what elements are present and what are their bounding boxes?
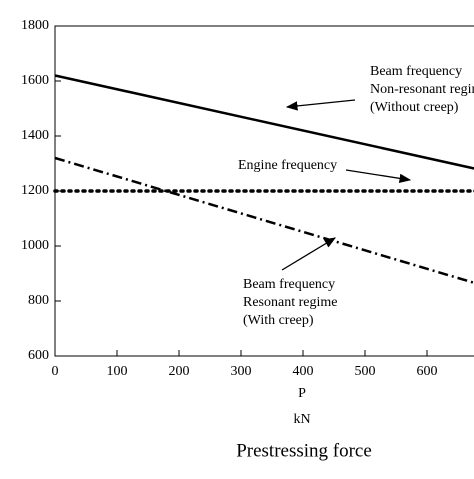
annotation: Non-resonant regime	[370, 82, 474, 97]
x-tick-label: 100	[107, 364, 128, 379]
y-tick-label: 1800	[21, 18, 49, 33]
x-tick-label: 400	[293, 364, 314, 379]
x-tick-label: 300	[231, 364, 252, 379]
arrow	[345, 169, 412, 183]
annotation: Beam frequency	[243, 277, 335, 292]
x-tick-label: 0	[52, 364, 59, 379]
arrow	[285, 99, 356, 111]
arrows	[281, 99, 412, 271]
y-tick-label: 1600	[21, 73, 49, 88]
annotation: Beam frequency	[370, 64, 462, 79]
annotation: (Without creep)	[370, 100, 459, 115]
x-axis-label: P	[298, 386, 306, 401]
x-tick-label: 200	[169, 364, 190, 379]
annotation: (With creep)	[243, 313, 314, 328]
arrow	[281, 237, 337, 271]
x-tick-label: 500	[355, 364, 376, 379]
x-axis-title: Prestressing force	[236, 440, 372, 461]
series-line	[54, 156, 474, 285]
y-tick-label: 1200	[21, 183, 49, 198]
y-tick-label: 1000	[21, 238, 49, 253]
y-tick-label: 600	[28, 348, 49, 363]
x-tick-label: 600	[417, 364, 438, 379]
x-axis-unit: kN	[293, 412, 310, 427]
series-line	[54, 74, 474, 170]
y-tick-label: 800	[28, 293, 49, 308]
y-tick-label: 1400	[21, 128, 49, 143]
annotation: Engine frequency	[238, 158, 337, 173]
annotation: Resonant regime	[243, 295, 337, 310]
